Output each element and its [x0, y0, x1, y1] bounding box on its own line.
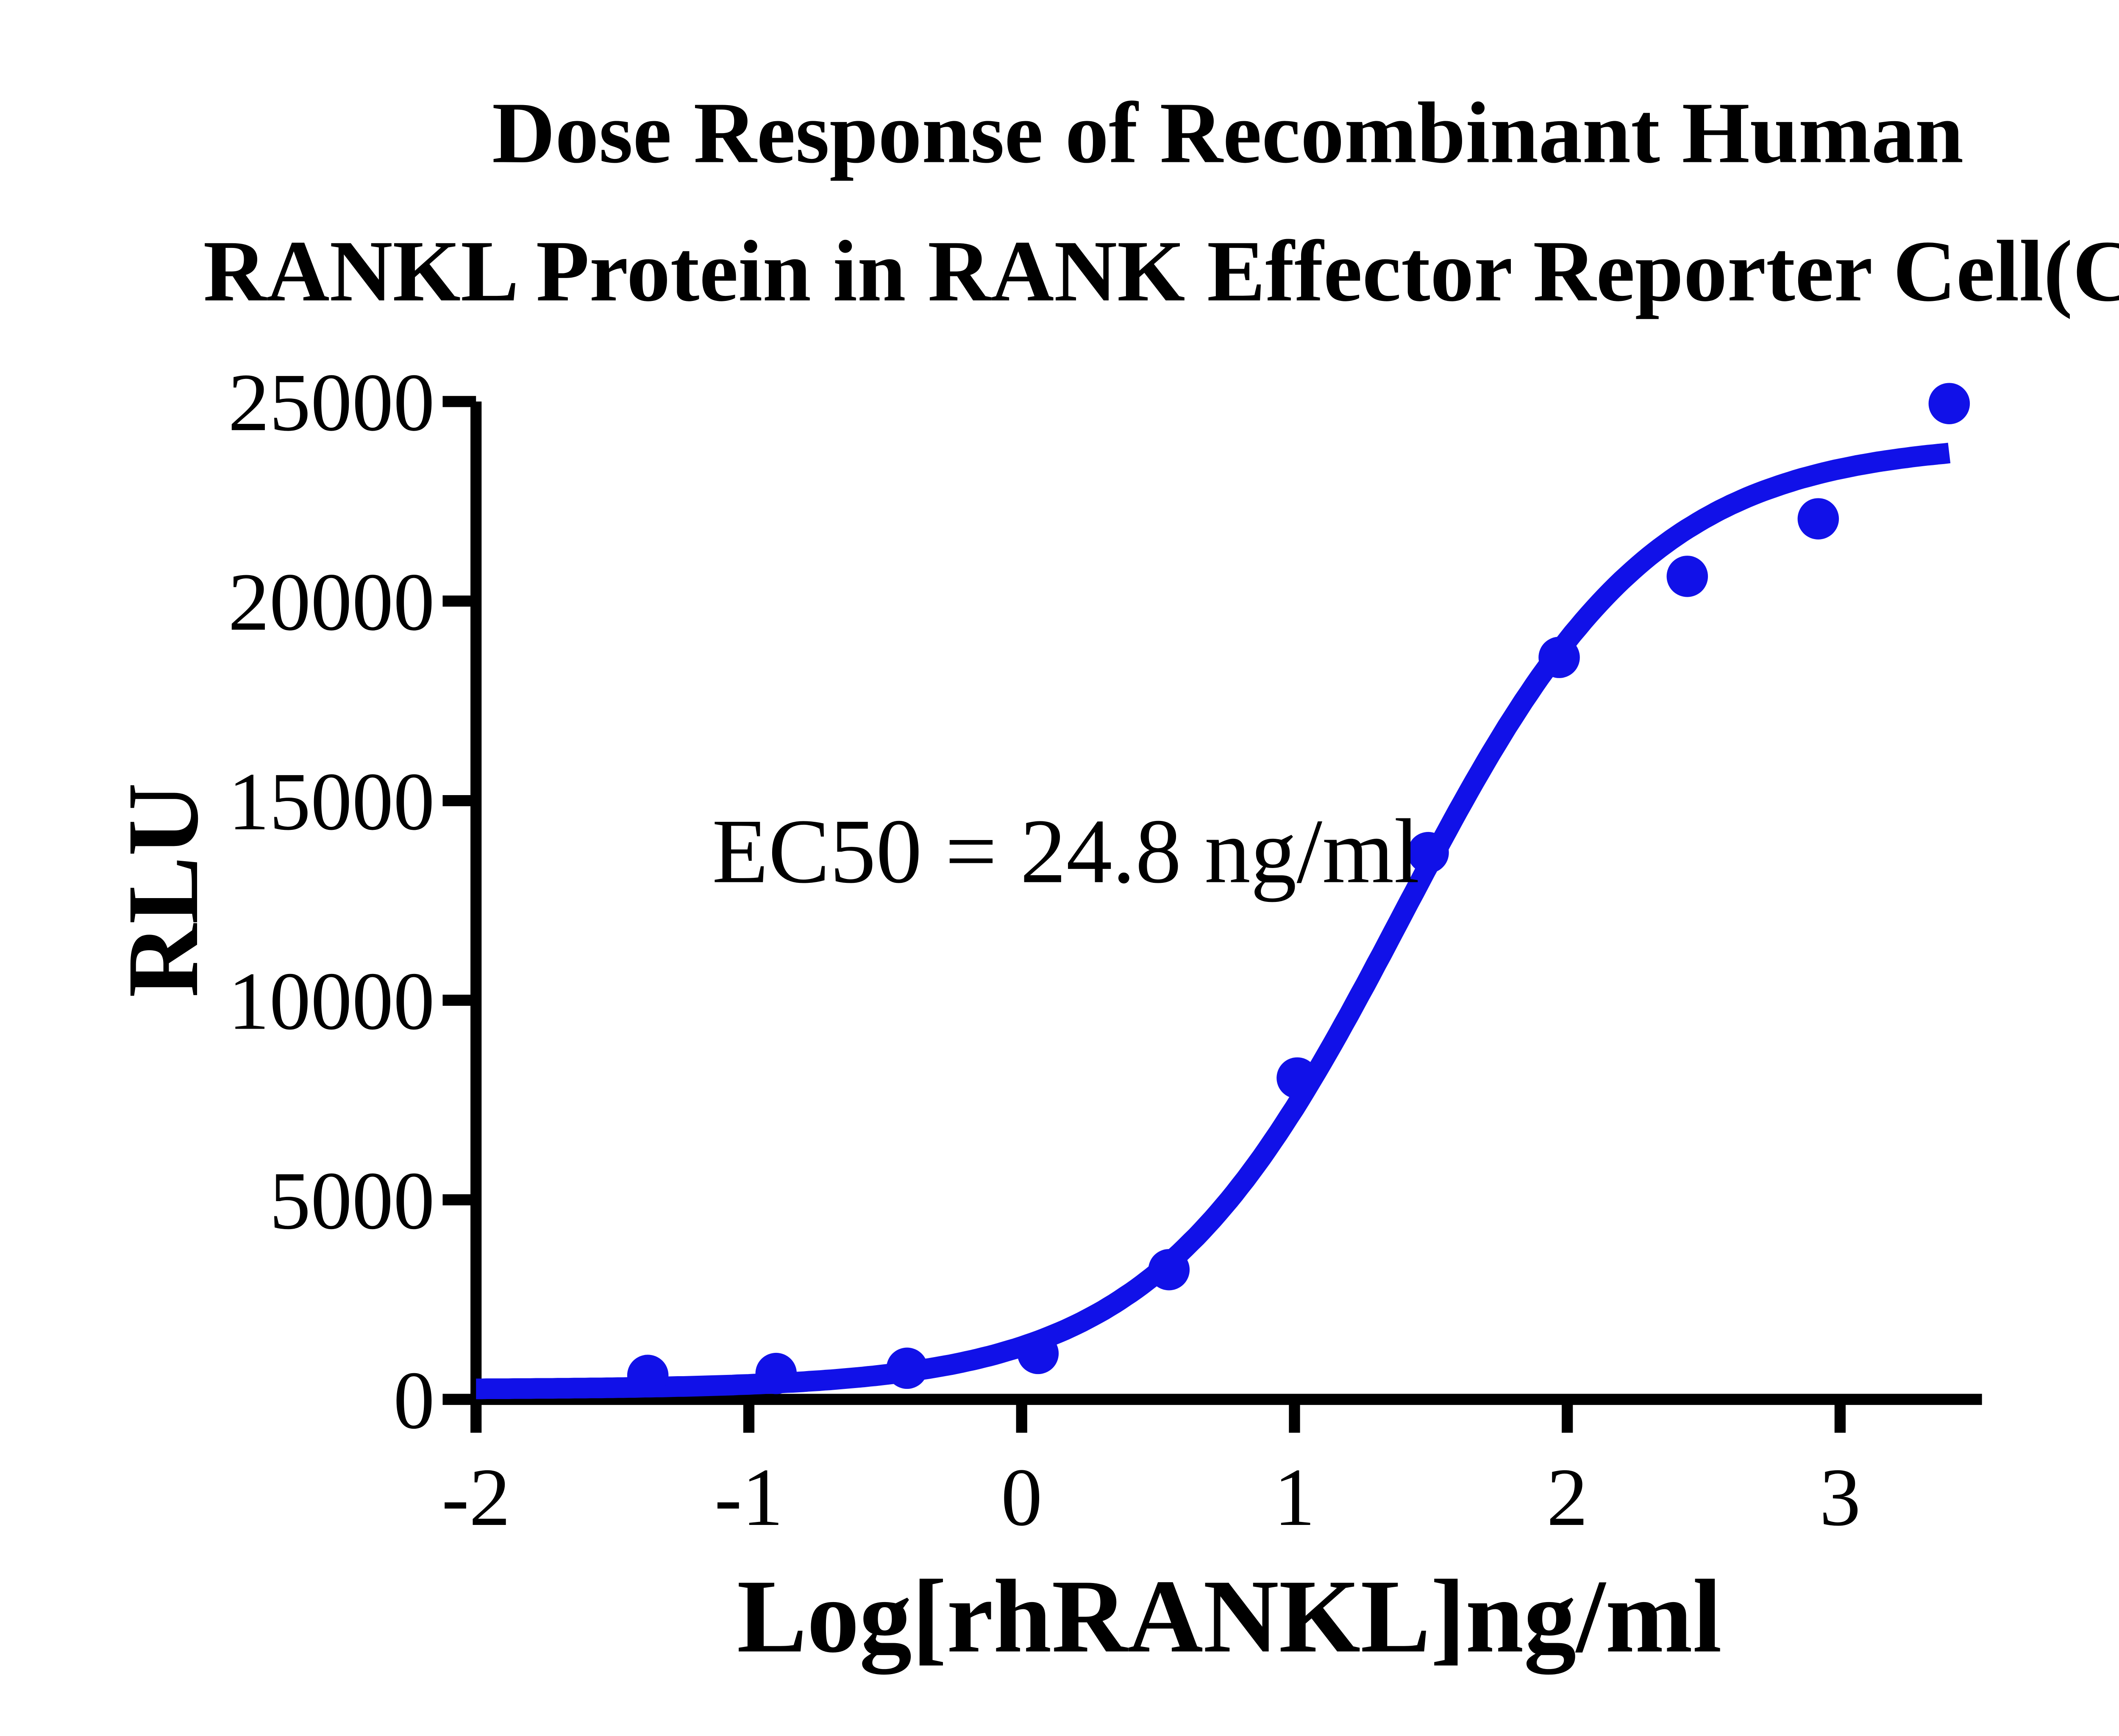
data-point	[1538, 637, 1580, 678]
data-point	[1797, 498, 1839, 540]
x-tick-label: 3	[1819, 1452, 1861, 1543]
x-tick-label: 0	[1001, 1452, 1043, 1543]
data-point	[1666, 556, 1708, 597]
chart-title: Dose Response of Recombinant Human RANKL…	[0, 64, 2119, 340]
chart-title-line1: Dose Response of Recombinant Human	[492, 84, 1964, 181]
y-tick-label: 5000	[270, 1155, 435, 1246]
data-point	[1928, 383, 1970, 424]
x-tick-label: 1	[1274, 1452, 1315, 1543]
x-tick-label: 2	[1546, 1452, 1588, 1543]
y-tick-label: 20000	[228, 556, 435, 648]
x-tick-label: -1	[715, 1452, 783, 1543]
y-tick-label: 10000	[228, 955, 435, 1047]
data-point	[886, 1347, 928, 1389]
data-point	[627, 1355, 669, 1396]
fit-curve	[471, 442, 1954, 1399]
y-tick-label: 15000	[228, 756, 435, 848]
data-point	[755, 1352, 797, 1394]
y-tick-label: 25000	[228, 357, 435, 448]
y-tick-label: 0	[393, 1355, 435, 1446]
x-axis-title: Log[rhRANKL]ng/ml	[737, 1559, 1722, 1675]
ec50-annotation: EC50 = 24.8 ng/ml	[712, 799, 1420, 903]
chart-title-line2: RANKL Protein in RANK Effector Reporter …	[203, 223, 2119, 320]
data-point	[1407, 832, 1449, 874]
data-point	[1148, 1249, 1190, 1291]
data-point	[1276, 1057, 1318, 1099]
data-point	[1017, 1333, 1059, 1374]
x-tick-label: -2	[442, 1452, 510, 1543]
